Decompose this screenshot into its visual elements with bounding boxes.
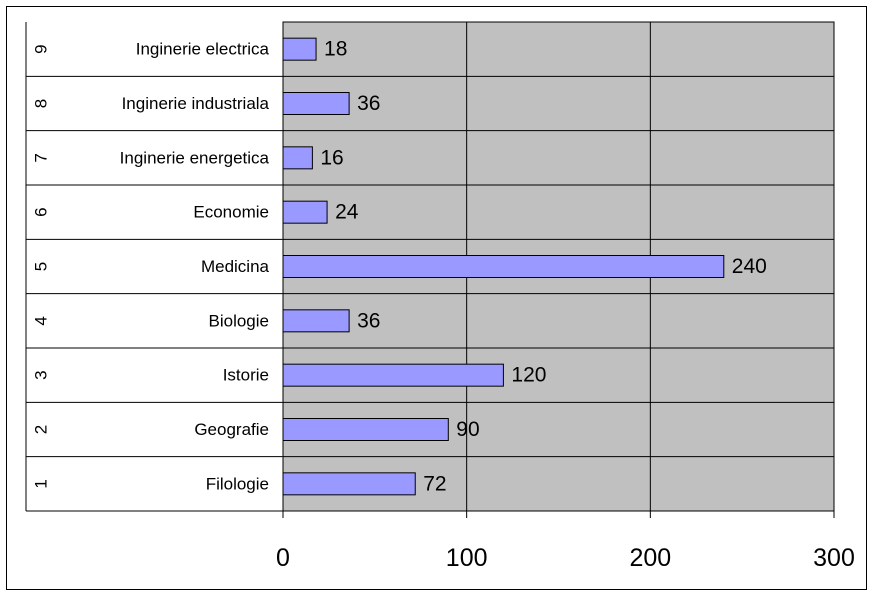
data-label-9: 18 <box>324 38 347 61</box>
bar-3 <box>282 363 504 387</box>
bar-5 <box>282 255 725 278</box>
x-tick-label-2: 200 <box>629 544 671 572</box>
bar-9 <box>282 37 317 61</box>
category-label-4: Biologie <box>209 311 270 330</box>
data-label-6: 24 <box>335 201 359 224</box>
data-label-8: 36 <box>357 92 380 115</box>
category-index-1: 1 <box>32 479 51 488</box>
bars: 72 90 120 36 240 24 16 36 18 <box>282 37 767 496</box>
category-label-6: Economie <box>193 203 269 222</box>
data-label-7: 16 <box>320 146 343 169</box>
category-axis: 1 Filologie 2 Geografie 3 Istorie 4 Biologie 5 Me… <box>25 22 283 512</box>
category-label-3: Istorie <box>223 366 269 385</box>
data-label-2: 90 <box>456 418 479 441</box>
category-index-3: 3 <box>32 370 51 379</box>
value-axis: 0 100 200 300 <box>276 511 855 572</box>
category-label-5: Medicina <box>201 257 270 276</box>
category-index-5: 5 <box>32 262 51 271</box>
category-label-8: Inginerie industriala <box>122 94 270 113</box>
data-label-1: 72 <box>423 472 446 495</box>
bar-7 <box>282 146 313 170</box>
category-index-2: 2 <box>32 425 51 434</box>
x-tick-label-3: 300 <box>813 544 855 572</box>
category-label-9: Inginerie electrica <box>136 40 270 59</box>
bar-6 <box>282 200 328 224</box>
x-tick-label-0: 0 <box>276 544 290 572</box>
category-index-9: 9 <box>32 44 51 53</box>
category-index-7: 7 <box>32 153 51 162</box>
category-index-8: 8 <box>32 99 51 108</box>
category-index-4: 4 <box>32 316 51 325</box>
bar-2 <box>282 418 449 441</box>
data-label-3: 120 <box>511 364 546 387</box>
bar-4 <box>282 309 350 333</box>
category-label-7: Inginerie energetica <box>120 148 270 167</box>
category-index-6: 6 <box>32 207 51 216</box>
bar-8 <box>282 92 350 115</box>
category-label-2: Geografie <box>194 420 269 439</box>
x-tick-label-1: 100 <box>446 544 488 572</box>
data-label-5: 240 <box>732 255 767 278</box>
category-label-1: Filologie <box>206 474 269 493</box>
bar-1 <box>282 472 416 496</box>
data-label-4: 36 <box>357 309 380 332</box>
